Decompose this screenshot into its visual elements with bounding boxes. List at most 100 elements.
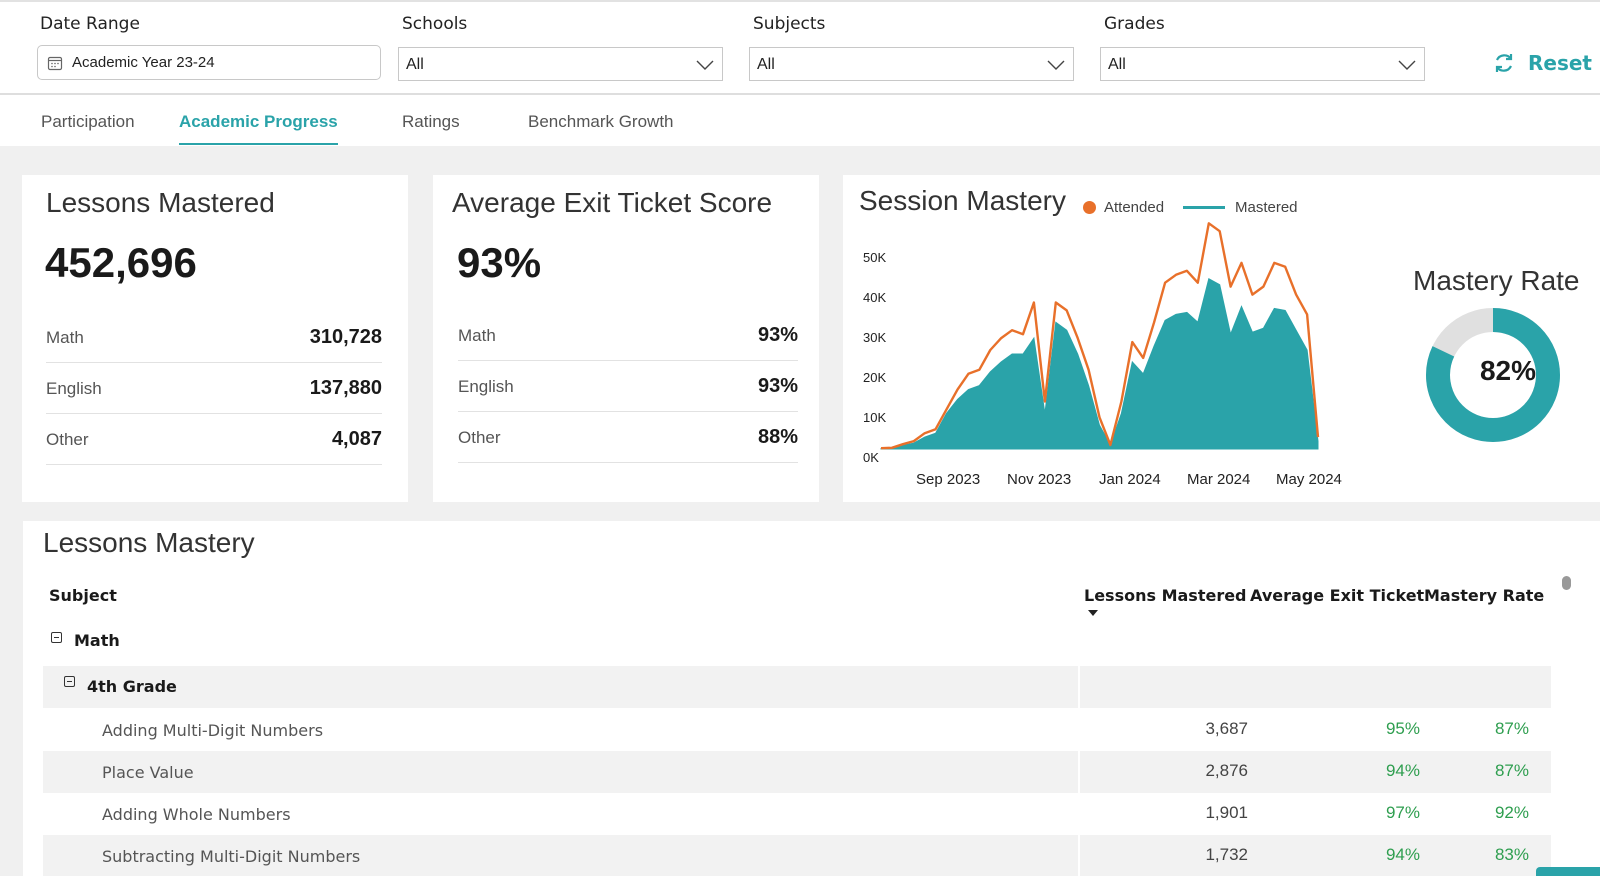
lessons-mastered-total: 452,696 <box>45 239 197 286</box>
legend-label: Mastered <box>1235 199 1298 216</box>
exit-ticket-card: Average Exit Ticket Score 93% Math 93% E… <box>433 175 819 502</box>
lessons-mastered-cell: 3,687 <box>1205 719 1248 738</box>
exit-ticket-cell: 97% <box>1385 803 1420 822</box>
breakdown-row: Math 310,728 <box>46 312 382 363</box>
group-label: Math <box>74 631 120 650</box>
filter-bar: Date Range Academic Year 23-24 Schools A… <box>0 0 1600 95</box>
subjects-label: Subjects <box>753 14 826 34</box>
table-group-row[interactable]: Math <box>43 623 1551 665</box>
lessons-mastered-cell: 2,876 <box>1205 761 1248 780</box>
collapse-icon[interactable] <box>51 632 62 643</box>
date-range-input[interactable]: Academic Year 23-24 <box>37 45 381 80</box>
column-header-subject[interactable]: Subject <box>49 586 117 605</box>
subject-label: English <box>46 379 102 398</box>
y-tick-label: 30K <box>863 330 887 345</box>
table-subgroup-row[interactable]: 4th Grade <box>43 666 1551 708</box>
mastery-rate-cell: 87% <box>1494 761 1529 780</box>
schools-label: Schools <box>402 14 468 34</box>
subject-value: 93% <box>757 324 798 346</box>
y-tick-label: 0K <box>863 450 879 465</box>
chevron-down-icon <box>696 60 714 70</box>
column-header-average-exit-ticket[interactable]: Average Exit Ticket <box>1250 586 1425 605</box>
column-separator <box>1078 666 1080 708</box>
column-separator <box>1078 751 1080 793</box>
exit-ticket-cell: 94% <box>1385 845 1420 864</box>
subject-label: Other <box>46 430 89 449</box>
legend-attended: Attended <box>1083 199 1164 216</box>
calendar-icon <box>47 56 63 71</box>
subject-label: Math <box>46 328 84 347</box>
donut-mastered-slice <box>1426 308 1560 442</box>
exit-ticket-total: 93% <box>457 239 542 286</box>
subject-label: Math <box>458 326 496 345</box>
date-range-label: Date Range <box>40 14 140 34</box>
lesson-name: Subtracting Multi-Digit Numbers <box>102 847 361 866</box>
column-separator <box>1078 793 1080 835</box>
vertical-scrollbar[interactable] <box>1562 576 1571 590</box>
lessons-mastered-cell: 1,901 <box>1205 803 1248 822</box>
subject-value: 88% <box>757 426 798 448</box>
grades-label: Grades <box>1104 14 1165 34</box>
mastery-rate-cell: 87% <box>1494 719 1529 738</box>
card-title: Average Exit Ticket Score <box>452 187 773 218</box>
tab-ratings[interactable]: Ratings <box>402 112 460 131</box>
session-mastery-chart <box>880 222 1320 450</box>
reset-button[interactable]: Reset <box>1492 48 1592 78</box>
breakdown-row: Other 4,087 <box>46 414 382 465</box>
breakdown-row: English 137,880 <box>46 363 382 414</box>
session-mastery-card: Session Mastery Attended Mastered 0K 10K… <box>843 175 1600 502</box>
breakdown-row: Other 88% <box>458 412 798 463</box>
x-tick-label: Jan 2024 <box>1099 471 1161 488</box>
lessons-mastered-card: Lessons Mastered 452,696 Math 310,728 En… <box>22 175 408 502</box>
subject-value: 93% <box>757 375 798 397</box>
subject-label: Other <box>458 428 501 447</box>
table-row[interactable]: Place Value 2,876 94% 87% <box>43 751 1551 793</box>
y-tick-label: 10K <box>863 410 887 425</box>
tab-participation[interactable]: Participation <box>41 112 135 131</box>
subjects-select[interactable]: All <box>749 47 1074 81</box>
table-row[interactable]: Adding Whole Numbers 1,901 97% 92% <box>43 793 1551 835</box>
mastery-rate-value: 82% <box>1479 355 1537 386</box>
mastered-swatch <box>1183 206 1225 209</box>
y-tick-label: 50K <box>863 250 887 265</box>
subject-value: 137,880 <box>309 377 382 399</box>
tab-academic-progress[interactable]: Academic Progress <box>179 112 338 145</box>
legend-mastered: Mastered <box>1183 199 1298 216</box>
subject-value: 4,087 <box>331 428 382 450</box>
table-row[interactable]: Subtracting Multi-Digit Numbers 1,732 94… <box>43 835 1551 876</box>
x-tick-label: Sep 2023 <box>916 471 981 488</box>
column-separator <box>1078 709 1080 751</box>
grades-select[interactable]: All <box>1100 47 1425 81</box>
x-tick-label: May 2024 <box>1276 471 1342 488</box>
attended-line <box>880 222 1320 450</box>
sort-desc-icon[interactable] <box>1088 610 1098 616</box>
schools-value: All <box>406 56 424 73</box>
lesson-name: Adding Whole Numbers <box>102 805 291 824</box>
breakdown-row: English 93% <box>458 361 798 412</box>
column-separator <box>1078 835 1080 876</box>
exit-ticket-cell: 95% <box>1385 719 1420 738</box>
column-header-mastery-rate[interactable]: Mastery Rate <box>1424 586 1545 605</box>
mastery-rate-cell: 92% <box>1494 803 1529 822</box>
card-title: Session Mastery <box>859 185 1066 216</box>
column-header-lessons-mastered[interactable]: Lessons Mastered <box>1084 586 1247 605</box>
table-row[interactable]: Adding Multi-Digit Numbers 3,687 95% 87% <box>43 709 1551 751</box>
grades-value: All <box>1108 56 1126 73</box>
mastery-rate-donut <box>1426 308 1560 442</box>
x-tick-label: Mar 2024 <box>1187 471 1251 488</box>
x-tick-label: Nov 2023 <box>1007 471 1072 488</box>
subject-value: 310,728 <box>309 326 382 348</box>
mastery-rate-title: Mastery Rate <box>1413 265 1580 296</box>
lesson-name: Place Value <box>102 763 194 782</box>
chevron-down-icon <box>1398 60 1416 70</box>
collapse-icon[interactable] <box>64 676 75 687</box>
horizontal-scrollbar[interactable] <box>1536 867 1600 876</box>
tab-benchmark-growth[interactable]: Benchmark Growth <box>528 112 674 131</box>
table-title: Lessons Mastery <box>43 527 255 558</box>
y-tick-label: 20K <box>863 370 887 385</box>
schools-select[interactable]: All <box>398 47 723 81</box>
chevron-down-icon <box>1047 60 1065 70</box>
breakdown-row: Math 93% <box>458 310 798 361</box>
legend-label: Attended <box>1104 199 1165 216</box>
y-tick-label: 40K <box>863 290 887 305</box>
